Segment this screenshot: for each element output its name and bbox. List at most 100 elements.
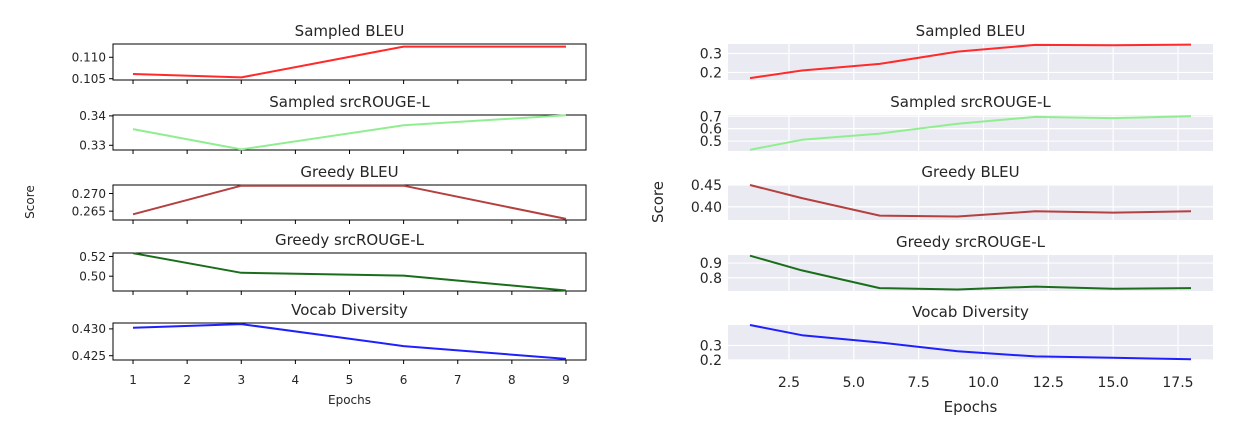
right-greedy-bleu-title: Greedy BLEU [921,163,1019,181]
left-sampled-srcrouge-l-y-tick-label: 0.34 [79,109,106,123]
right-greedy-srcrouge-l-data-point [749,255,751,257]
right-greedy-bleu-data-point [1112,212,1114,214]
left-y-axis-label: Score [23,185,37,219]
right-greedy-bleu-y-tick-label: 0.45 [691,178,722,194]
left-sampled-srcrouge-l-y-tick-label: 0.33 [79,139,106,153]
left-x-tick-label: 4 [292,373,300,387]
right-greedy-srcrouge-l-data-point [957,289,959,291]
left-sampled-bleu-data-point [565,46,567,48]
right-x-tick-label: 7.5 [907,375,929,391]
right-sampled-bleu-y-tick-label: 0.2 [700,65,722,81]
right-vocab-diversity-data-point [957,350,959,352]
right-sampled-srcrouge-l-data-point [879,133,881,135]
right-sampled-bleu-data-point [801,70,803,72]
left-greedy-bleu-plot-frame [112,184,587,221]
right-vocab-diversity-data-point [1034,355,1036,357]
right-vocab-diversity-plot-area [728,325,1213,360]
left-greedy-srcrouge-l-y-tick-label: 0.50 [79,270,106,284]
right-sampled-srcrouge-l-plot-area [728,115,1213,151]
left-vocab-diversity-title: Vocab Diversity [291,301,408,319]
left-sampled-srcrouge-l-data-point [132,128,134,130]
left-vocab-diversity-data-point [132,327,134,329]
left-sampled-bleu-data-point [132,73,134,75]
left-sampled-srcrouge-l-data-point [565,114,567,116]
right-greedy-srcrouge-l-data-point [801,269,803,271]
left-vocab-diversity-data-point [403,345,405,347]
right-vocab-diversity-data-point [1112,357,1114,359]
right-sampled-srcrouge-l-y-tick-label: 0.7 [700,109,722,125]
right-greedy-srcrouge-l-subplot: Greedy srcROUGE-L 0.80.9 [700,233,1213,291]
right-greedy-bleu-data-point [801,197,803,199]
left-greedy-srcrouge-l-data-point [565,290,567,292]
left-sampled-srcrouge-l-data-point [403,124,405,126]
left-greedy-bleu-y-tick-label: 0.265 [72,204,106,218]
right-greedy-srcrouge-l-data-point [879,287,881,289]
right-sampled-bleu-data-point [749,77,751,79]
right-sampled-srcrouge-l-data-point [1190,115,1192,117]
left-x-tick-label: 8 [508,373,516,387]
left-x-tick-label: 9 [562,373,570,387]
right-sampled-srcrouge-l-subplot: Sampled srcROUGE-L 0.50.60.7 [700,93,1213,151]
left-sampled-bleu-y-tick-label: 0.105 [72,72,106,86]
right-greedy-srcrouge-l-data-point [1112,288,1114,290]
left-greedy-srcrouge-l-data-point [240,272,242,274]
right-vocab-diversity-data-point [749,324,751,326]
right-sampled-srcrouge-l-title: Sampled srcROUGE-L [890,93,1051,111]
left-x-tick-label: 7 [454,373,462,387]
right-greedy-bleu-plot-area [728,185,1213,220]
left-greedy-bleu-y-tick-label: 0.270 [72,187,106,201]
left-vocab-diversity-subplot: Vocab Diversity 0.425 0.430 [72,301,587,364]
left-x-tick-label: 3 [237,373,245,387]
right-vocab-diversity-subplot: Vocab Diversity 0.20.3 [700,303,1213,369]
right-x-tick-label: 12.5 [1033,375,1064,391]
right-greedy-bleu-subplot: Greedy BLEU 0.40 0.45 [691,163,1213,220]
left-greedy-srcrouge-l-series-line [132,252,567,292]
right-sampled-srcrouge-l-y-tick-label: 0.6 [700,122,722,138]
left-sampled-bleu-data-point [240,76,242,78]
right-greedy-srcrouge-l-data-point [1034,286,1036,288]
right-vocab-diversity-series-line [749,324,1192,361]
right-greedy-srcrouge-l-data-point [1190,287,1192,289]
right-greedy-bleu-series-line [749,184,1192,218]
left-greedy-srcrouge-l-data-point [403,275,405,277]
left-greedy-bleu-series-line [132,184,567,220]
left-chart-panel: Sampled BLEU 0.105 0.110 Sampled srcROUGE-L… [23,22,587,407]
right-greedy-bleu-data-point [879,215,881,217]
right-x-tick-label: 15.0 [1098,375,1129,391]
right-greedy-srcrouge-l-plot-area [728,255,1213,291]
right-vocab-diversity-title: Vocab Diversity [912,303,1029,321]
right-x-tick-label: 2.5 [778,375,800,391]
left-sampled-bleu-data-point [403,46,405,48]
left-greedy-bleu-data-point [240,185,242,187]
right-sampled-bleu-data-point [1034,44,1036,46]
left-x-tick-label: 6 [400,373,408,387]
right-sampled-bleu-y-tick-label: 0.3 [700,47,722,63]
right-sampled-srcrouge-l-data-point [1034,116,1036,118]
left-vocab-diversity-data-point [240,323,242,325]
right-sampled-srcrouge-l-y-tick-label: 0.5 [700,134,722,150]
right-sampled-bleu-series-line [749,43,1192,80]
right-sampled-bleu-data-point [879,63,881,65]
left-x-axis-label: Epochs [328,393,371,407]
right-greedy-srcrouge-l-y-tick-label: 0.8 [700,271,722,287]
right-sampled-bleu-subplot: Sampled BLEU 0.2 0.3 [700,22,1213,81]
left-greedy-srcrouge-l-y-tick-label: 0.52 [79,250,106,264]
right-greedy-srcrouge-l-series-line [749,254,1192,291]
right-sampled-bleu-title: Sampled BLEU [916,22,1026,40]
right-x-tick-label: 17.5 [1162,375,1193,391]
left-sampled-srcrouge-l-series-line [132,114,567,151]
left-vocab-diversity-y-tick-label: 0.425 [72,349,106,363]
left-sampled-bleu-y-tick-label: 0.110 [72,51,106,65]
left-x-tick-label: 1 [129,373,137,387]
right-sampled-srcrouge-l-data-point [957,123,959,125]
right-vocab-diversity-data-point [801,334,803,336]
right-sampled-srcrouge-l-data-point [1112,117,1114,119]
left-sampled-srcrouge-l-title: Sampled srcROUGE-L [269,93,430,111]
left-sampled-srcrouge-l-data-point [240,148,242,150]
left-vocab-diversity-series-line [132,323,567,360]
left-sampled-bleu-title: Sampled BLEU [295,22,405,40]
right-sampled-bleu-plot-area [728,44,1213,80]
right-sampled-bleu-data-point [957,51,959,53]
